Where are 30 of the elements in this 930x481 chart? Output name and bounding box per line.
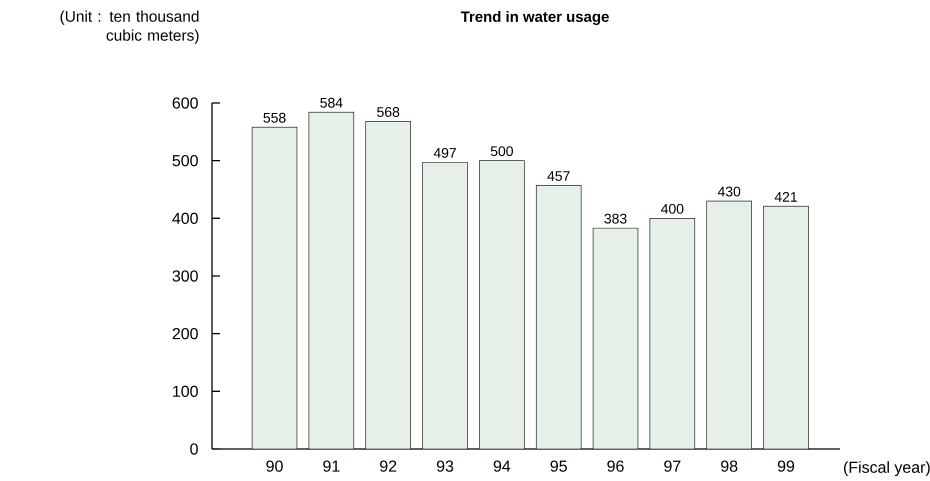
- y-tick-label: 100: [173, 386, 198, 397]
- y-tick-label: 500: [172, 155, 198, 166]
- data-label: 430: [718, 186, 740, 197]
- data-label: 421: [774, 192, 797, 202]
- x-tick-label: 91: [323, 460, 340, 472]
- data-label: 457: [547, 171, 570, 181]
- data-label: 497: [434, 148, 456, 158]
- y-tick-label: 0: [190, 443, 198, 455]
- y-tick-label: 300: [172, 270, 198, 282]
- x-tick-label: 99: [778, 460, 794, 472]
- x-tick-label: 95: [550, 460, 567, 472]
- chart-title: Trend in water usage: [460, 10, 609, 25]
- data-label: 400: [661, 204, 684, 214]
- x-tick-label: 96: [607, 460, 624, 472]
- data-label: 558: [263, 112, 286, 123]
- y-tick-label: 400: [172, 212, 198, 224]
- x-tick-label: 92: [380, 460, 396, 472]
- y-axis-title: (Unit : ten thousand cubic meters): [60, 10, 199, 44]
- y-tick-label: 200: [172, 328, 198, 340]
- x-tick-label: 98: [721, 460, 738, 472]
- x-axis-title: (Fiscal year): [844, 461, 930, 476]
- x-tick-label: 97: [664, 460, 680, 472]
- data-label: 383: [604, 214, 627, 224]
- x-tick-label: 94: [494, 460, 510, 472]
- data-label: 584: [320, 98, 343, 108]
- x-tick-label: 90: [266, 460, 283, 472]
- y-tick-label: 600: [172, 97, 198, 109]
- data-label: 500: [490, 146, 513, 156]
- data-label: 568: [377, 107, 400, 117]
- x-tick-label: 93: [436, 460, 454, 472]
